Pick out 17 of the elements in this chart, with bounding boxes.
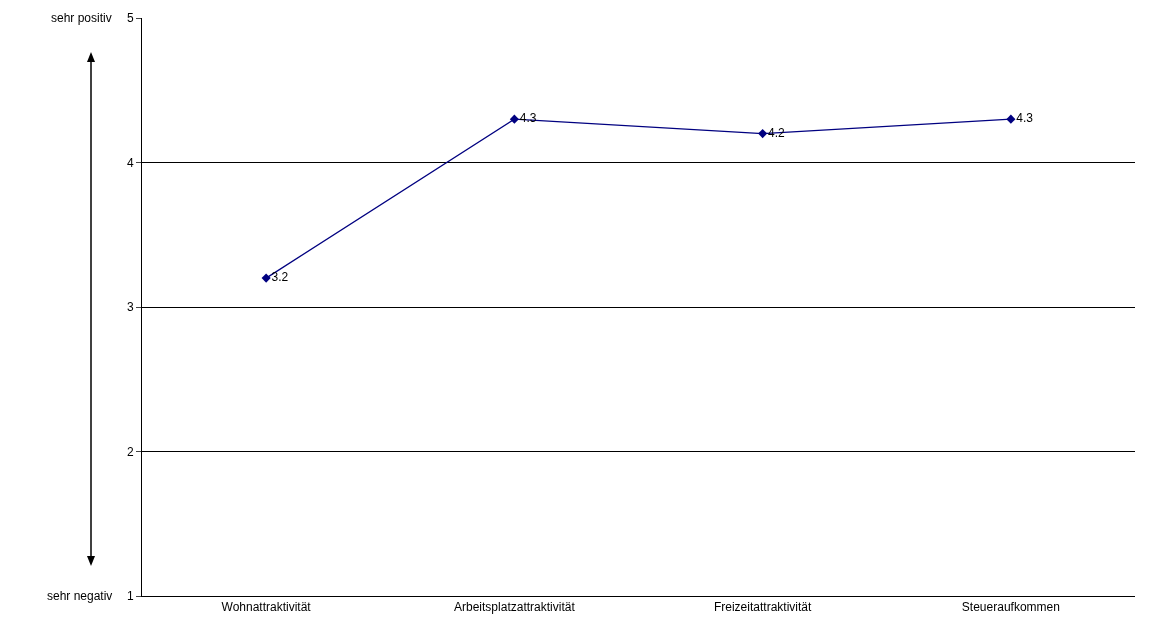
- x-tick-label: Steueraufkommen: [961, 600, 1060, 615]
- point: [758, 129, 768, 139]
- point: [509, 114, 519, 124]
- x-tick-label: Freizeitattraktivität: [713, 600, 812, 615]
- y-tick-label: 4: [126, 155, 134, 170]
- text: sehr positiv: [51, 11, 112, 25]
- text: sehr negativ: [47, 589, 113, 603]
- data-label: 3.2: [271, 270, 289, 285]
- y-tick-label: 5: [126, 11, 134, 26]
- point: [261, 273, 271, 283]
- data-label: 4.3: [1016, 111, 1034, 126]
- x-tick-label: Arbeitsplatzattraktivität: [454, 600, 576, 615]
- x-tick-label: Wohnattraktivität: [221, 600, 312, 615]
- point: [1006, 114, 1016, 124]
- y-tick-label: 3: [126, 300, 134, 315]
- y-tick-label: 2: [126, 444, 134, 459]
- y-tick-label: 1: [126, 589, 134, 604]
